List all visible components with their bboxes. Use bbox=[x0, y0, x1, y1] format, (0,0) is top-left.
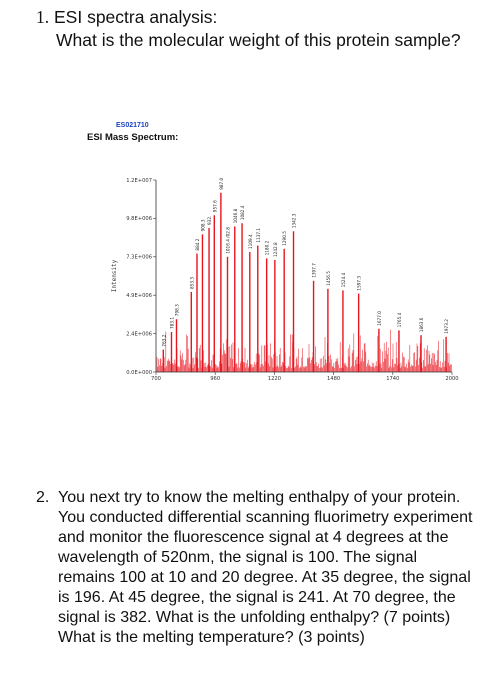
question-1: 1. ESI spectra analysis: What is the mol… bbox=[36, 6, 461, 52]
peak-label-5: 908.3 bbox=[200, 219, 205, 231]
peak-label-18: 1397.7 bbox=[312, 263, 317, 278]
peak-label-19: 1456.5 bbox=[326, 271, 331, 286]
peak-label-11: 1082.4 bbox=[240, 205, 245, 220]
x-tick-label-0: 700 bbox=[151, 376, 161, 382]
peak-label-13: 1137.1 bbox=[256, 228, 261, 243]
ticks: 0.0E+000 2.4E+006 4.9E+006 7.3E+006 9.8E+006… bbox=[126, 178, 458, 382]
peak-label-8: 987.0 bbox=[219, 177, 224, 189]
question-1-number: 1. bbox=[36, 7, 50, 27]
sample-id: ES021710 bbox=[116, 122, 149, 129]
peak-label-6: 932. bbox=[207, 216, 212, 225]
peak-label-23: 1765.4 bbox=[397, 312, 402, 327]
question-1-text: What is the molecular weight of this pro… bbox=[56, 30, 461, 50]
y-tick-label-2: 4.9E+006 bbox=[126, 293, 152, 299]
spectrum-title: ESI Mass Spectrum: bbox=[87, 132, 179, 143]
peak-label-24: 1863.6 bbox=[419, 317, 424, 332]
peak-label-3: 853.3 bbox=[189, 277, 194, 289]
peak-label-16: 1290.5 bbox=[282, 231, 287, 246]
x-tick-label-4: 1740 bbox=[386, 376, 399, 382]
peak-label-22: 1677.0 bbox=[377, 311, 382, 326]
y-tick-label-0: 0.0E+000 bbox=[126, 370, 152, 376]
peak-label-0: 763.2 bbox=[161, 334, 166, 346]
question-2-text: You next try to know the melting enthalp… bbox=[58, 489, 473, 646]
x-tick-label-1: 960 bbox=[210, 376, 220, 382]
noise-layer bbox=[156, 329, 452, 372]
x-tick-label-2: 1220 bbox=[268, 376, 281, 382]
peak-label-21: 1597.3 bbox=[357, 276, 362, 291]
peak-label-20: 1524.4 bbox=[341, 272, 346, 287]
peak-label-9: 1016.4 /02.8 bbox=[226, 227, 231, 254]
peak-label-10: 1046.8 bbox=[233, 208, 238, 223]
question-2-number: 2. bbox=[36, 489, 50, 506]
y-tick-label-5: 1.2E+007 bbox=[126, 178, 152, 184]
noise-signal bbox=[156, 329, 452, 372]
y-axis-label: Intensity bbox=[111, 259, 118, 292]
peak-label-25: 1973.2 bbox=[444, 319, 449, 334]
axes: Intensity bbox=[111, 180, 452, 373]
y-tick-label-3: 7.3E+006 bbox=[126, 255, 152, 261]
y-tick-label-1: 2.4E+006 bbox=[126, 331, 152, 337]
peak-label-15: 1242.8 bbox=[273, 242, 278, 257]
peaks-layer bbox=[162, 192, 447, 372]
peak-label-14: 1180.2 bbox=[265, 240, 270, 255]
peak-label-7: 957.6 bbox=[212, 200, 217, 212]
peak-label-4: 884.2 bbox=[195, 238, 200, 250]
x-tick-label-5: 2000 bbox=[445, 376, 458, 382]
peak-label-12: 1109.4 bbox=[248, 234, 253, 249]
peak-label-1: 783.1 bbox=[170, 317, 175, 329]
peak-label-2: 798.3 bbox=[175, 304, 180, 316]
peak-label-17: 1342.3 bbox=[292, 213, 297, 228]
question-1-title: ESI spectra analysis: bbox=[54, 7, 218, 27]
y-tick-label-4: 9.8E+006 bbox=[126, 216, 152, 222]
question-2: 2. You next try to know the melting enth… bbox=[36, 488, 476, 648]
x-tick-label-3: 1480 bbox=[327, 376, 340, 382]
